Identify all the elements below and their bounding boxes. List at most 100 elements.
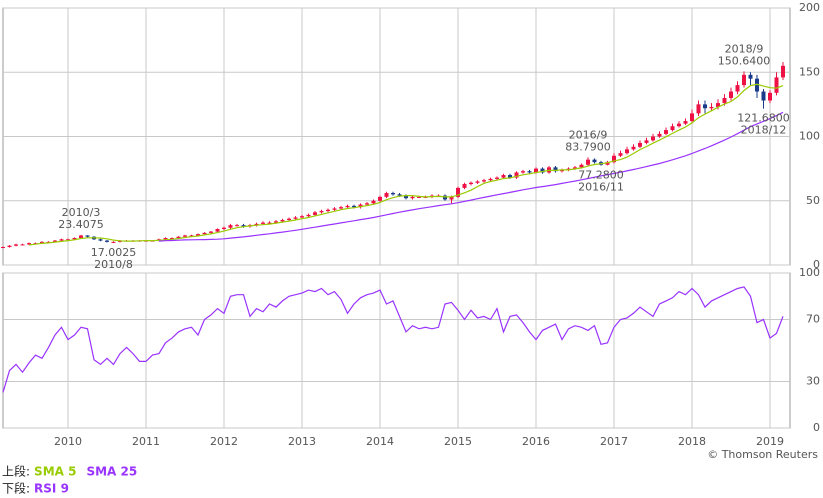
candle-body — [709, 106, 714, 109]
candle-body — [657, 133, 662, 137]
candle-body — [27, 243, 31, 245]
candle-body — [371, 200, 376, 204]
candle-body — [313, 212, 317, 215]
candle-body — [722, 97, 727, 104]
grid — [3, 7, 790, 429]
candle-body — [365, 203, 369, 205]
candle-body — [566, 168, 571, 170]
annotation-date: 2016/9 — [569, 128, 608, 141]
series-line — [28, 83, 784, 246]
annotation-date: 2010/3 — [62, 206, 101, 219]
annotation-value: 17.0025 — [91, 246, 137, 259]
legend-panel-label: 下段: — [2, 481, 30, 496]
candle-body — [781, 65, 785, 78]
y-tick-label: 150 — [799, 65, 820, 78]
candle-body — [410, 196, 415, 199]
candle-body — [345, 205, 350, 208]
candle-body — [254, 223, 259, 226]
candle-body — [293, 217, 298, 219]
candle-body — [586, 159, 590, 165]
candle-body — [553, 167, 558, 172]
candle-body — [579, 164, 584, 168]
candle-body — [592, 159, 597, 163]
candle-body — [495, 177, 499, 179]
legend-panel-label: 上段: — [2, 464, 30, 479]
candle-body — [456, 187, 460, 197]
candle-body — [111, 241, 116, 243]
x-tick-label: 2013 — [288, 435, 316, 448]
candle-body — [527, 171, 532, 173]
legend-entry: RSI 9 — [34, 482, 69, 496]
candle-body — [170, 238, 174, 240]
rsi-panel — [2, 272, 791, 429]
candle-body — [696, 104, 701, 114]
candle-body — [339, 207, 343, 209]
x-tick-label: 2012 — [210, 435, 238, 448]
candle-body — [618, 153, 623, 156]
candle-body — [573, 167, 577, 169]
x-tick-label: 2017 — [600, 435, 628, 448]
annotation-date: 2010/8 — [94, 258, 133, 271]
candle-body — [443, 195, 447, 200]
y-tick-label: 50 — [806, 194, 820, 207]
x-tick-label: 2019 — [756, 435, 784, 448]
candle-body — [79, 235, 83, 239]
candle-body — [469, 182, 473, 185]
candle-body — [189, 235, 194, 237]
candle-body — [391, 193, 395, 195]
candle-body — [664, 130, 668, 134]
candle-body — [358, 204, 363, 208]
candle-body — [20, 244, 25, 246]
candle-body — [66, 239, 70, 241]
annotation-value: 83.7900 — [565, 140, 611, 153]
y-tick-label: 70 — [806, 313, 820, 326]
candle-body — [514, 172, 519, 178]
candle-body — [378, 196, 382, 201]
candle-body — [683, 121, 688, 124]
candle-body — [215, 229, 220, 232]
candle-body — [404, 195, 408, 199]
candle-body — [651, 136, 655, 141]
candle-body — [228, 225, 233, 228]
candle-body — [560, 169, 564, 172]
candle-body — [735, 85, 740, 92]
y-tick-label: 100 — [799, 130, 820, 143]
candle-body — [417, 196, 421, 198]
annotation-value: 77.2800 — [578, 169, 624, 182]
candle-body — [261, 222, 265, 224]
candle-body — [625, 149, 629, 154]
y-tick-label: 0 — [813, 258, 820, 271]
x-tick-label: 2011 — [132, 435, 160, 448]
credit: © Thomson Reuters — [707, 448, 818, 461]
candle-body — [7, 245, 12, 248]
candle-body — [326, 209, 330, 212]
candle-body — [352, 205, 356, 208]
candle-body — [241, 225, 246, 227]
candle-body — [755, 78, 759, 92]
candle-body — [267, 222, 272, 224]
candle-body — [638, 142, 642, 147]
annotation-value: 121.6800 — [737, 112, 790, 125]
candle-body — [501, 175, 506, 178]
candle-body — [105, 240, 109, 242]
candle-body — [183, 235, 187, 237]
candle-body — [690, 113, 694, 122]
candle-body — [703, 104, 707, 109]
candle-body — [605, 162, 610, 165]
candle-body — [85, 235, 90, 237]
annotation-date: 2018/12 — [741, 124, 787, 137]
legend-entry: SMA 5 — [34, 465, 76, 479]
candle-body — [488, 178, 493, 181]
candle-body — [196, 234, 200, 236]
candle-body — [72, 238, 77, 240]
candle-body — [462, 184, 467, 188]
candle-body — [508, 175, 512, 178]
candle-body — [287, 218, 291, 221]
candle-body — [98, 239, 103, 241]
annotation-date: 2018/9 — [725, 42, 764, 55]
x-tick-label: 2015 — [444, 435, 472, 448]
candle-body — [1, 247, 5, 249]
candle-body — [235, 225, 239, 227]
candle-body — [14, 244, 18, 246]
